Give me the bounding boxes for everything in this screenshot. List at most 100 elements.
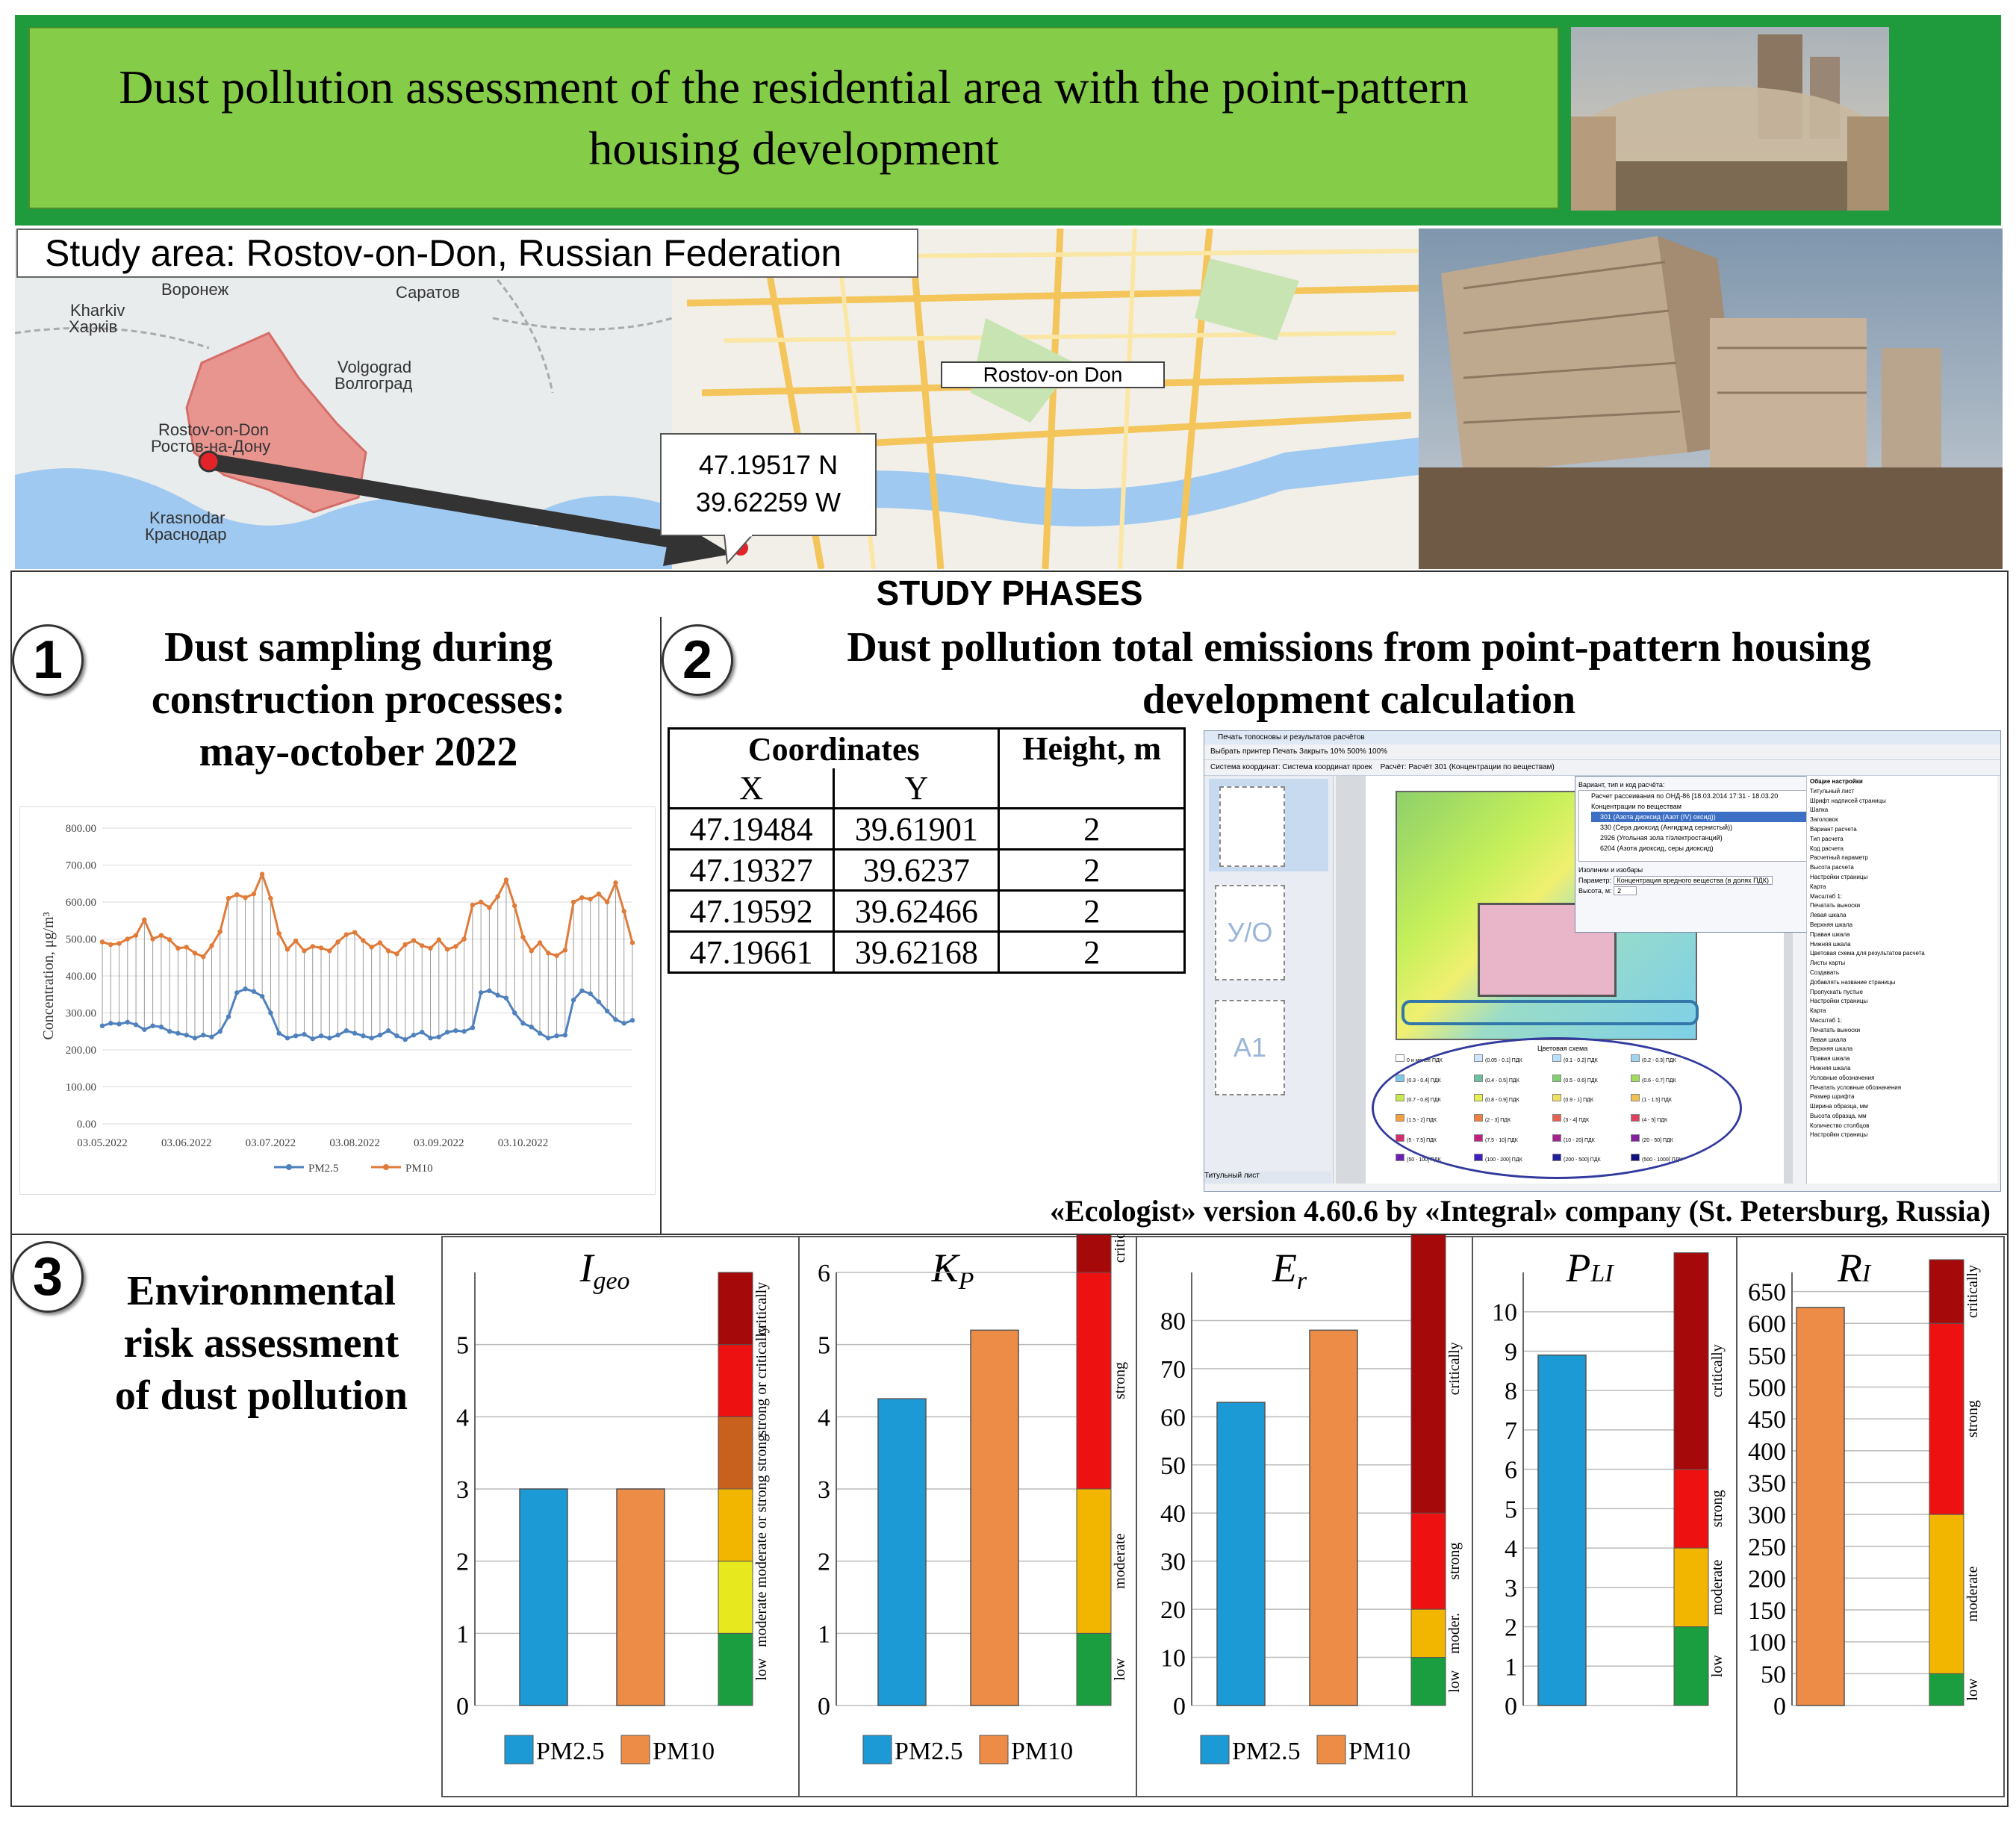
data-point	[310, 944, 315, 949]
legend-swatch	[620, 1735, 650, 1765]
risk-scale-label: strong	[1112, 1362, 1128, 1399]
data-point	[343, 1028, 349, 1033]
popup-tree: Расчет рассеивания по ОНД-86 [18.03.2014…	[1578, 790, 1832, 862]
legend-swatch	[862, 1735, 892, 1765]
legend-label: PM10	[1348, 1738, 1410, 1765]
popup-header: Вариант, тип и код расчёта:	[1578, 781, 1665, 789]
data-point	[108, 942, 113, 948]
software-toolbar: Выбрать принтер Печать Закрыть 10% 500% …	[1204, 744, 2000, 760]
settings-item: Нижняя шкала	[1810, 940, 1851, 948]
y-tick-label: 250	[1748, 1534, 1786, 1561]
data-point	[613, 1017, 618, 1022]
y-tick-label: 1	[456, 1620, 469, 1648]
data-point	[158, 1025, 164, 1030]
risk-scale-label: critically	[1709, 1344, 1726, 1397]
x-header: X	[667, 768, 836, 809]
legend-label: PM10	[1011, 1738, 1073, 1765]
cell-height: 2	[998, 848, 1186, 892]
y-tick-label: 600.00	[66, 897, 96, 909]
data-point	[327, 948, 332, 954]
risk-scale-label: strong	[1709, 1490, 1726, 1527]
data-point	[411, 938, 417, 943]
data-point	[217, 1029, 223, 1034]
x-tick-label: 03.10.2022	[498, 1137, 549, 1149]
y-tick-label: 800.00	[66, 823, 96, 835]
poster-title: Dust pollution assessment of the residen…	[28, 27, 1559, 209]
dust-photo-graphic	[1571, 27, 1889, 211]
data-point	[175, 1030, 181, 1036]
data-point	[377, 1033, 383, 1038]
settings-item: Создавать	[1810, 968, 1840, 976]
data-point	[546, 951, 551, 956]
data-point	[529, 1025, 534, 1030]
data-point	[487, 905, 492, 910]
data-point	[310, 1036, 315, 1042]
chart-title-sub: I	[1861, 1260, 1872, 1287]
data-point	[461, 936, 467, 942]
city-krasnodar-ru: Краснодар	[145, 525, 227, 544]
chart-title-main: K	[931, 1246, 961, 1290]
cell-height: 2	[998, 807, 1186, 851]
height-header: Height, m	[998, 727, 1186, 809]
legend-swatch	[1316, 1735, 1346, 1765]
settings-item: Заголовок	[1810, 816, 1838, 824]
settings-item: Высота образца, мм	[1810, 1112, 1867, 1119]
data-point	[453, 944, 458, 949]
settings-item: Расчетный параметр	[1810, 854, 1868, 862]
risk-scale-band	[1410, 1657, 1446, 1706]
y-tick-label: 500	[1748, 1375, 1786, 1402]
coordinate-system-select: Система координат: Система координат про…	[1210, 763, 1372, 771]
y-tick-label: 550	[1748, 1343, 1786, 1370]
chart-title-main: E	[1272, 1246, 1297, 1290]
sheet-thumb-a1: А1	[1215, 1000, 1285, 1095]
settings-item: Листы карты	[1810, 960, 1846, 967]
table-row: 47.19661 39.62168 2	[667, 930, 1186, 974]
city-kharkiv-ru: Харків	[69, 317, 118, 336]
risk-scale-label: critically	[753, 1282, 770, 1335]
risk-scale-band	[1410, 1608, 1446, 1658]
popup-tree-item: 301 (Азота диоксид (Азот (IV) оксид))	[1591, 812, 1832, 822]
risk-scale-band	[1673, 1469, 1709, 1549]
data-point	[284, 1035, 290, 1041]
data-point	[209, 1034, 214, 1039]
city-rostov-ru: Ростов-на-Дону	[151, 437, 271, 456]
data-point	[167, 1029, 172, 1034]
data-point	[436, 1034, 441, 1039]
data-point	[276, 1030, 281, 1036]
popup-height-row: Высота, м: 2	[1578, 886, 1832, 896]
data-point	[377, 940, 383, 945]
y-tick-label: 7	[1505, 1417, 1517, 1445]
settings-item: Правая шкала	[1810, 1055, 1850, 1063]
data-point	[579, 895, 585, 901]
risk-scale-label: critically	[1446, 1342, 1463, 1395]
risk-scale-label: moderate	[1112, 1533, 1128, 1589]
data-point	[184, 945, 189, 950]
map-graphic	[15, 228, 1419, 569]
data-point	[201, 954, 206, 960]
data-point	[259, 994, 265, 999]
data-point	[588, 896, 593, 902]
phase1-number: 1	[12, 624, 84, 696]
y-tick-label: 2	[1505, 1614, 1517, 1642]
data-point	[520, 934, 526, 940]
settings-item: Печатать выноски	[1810, 1026, 1861, 1033]
risk-scale-band	[1076, 1632, 1112, 1706]
coordinates-header: Coordinates	[667, 727, 1001, 768]
coordinate-latitude: 47.19517 N	[698, 450, 839, 480]
sheet-panel: У/О А1 Титульный лист	[1204, 776, 1334, 1184]
data-point	[537, 1030, 543, 1036]
risk-bar-charts-svg: Igeo 0 1 2 3 4 5 low moderate moderate or strong…	[441, 1199, 2005, 1797]
data-point	[335, 1033, 340, 1038]
data-point	[192, 1035, 198, 1041]
table-row: 47.19592 39.62466 2	[667, 889, 1186, 933]
study-phases-title: STUDY PHASES	[876, 573, 1143, 612]
risk-scale-band	[1929, 1259, 1964, 1324]
data-point	[420, 1030, 425, 1035]
settings-title: Общие настройки	[1810, 778, 1863, 785]
y-tick-label: 80	[1160, 1308, 1186, 1335]
cell-height: 2	[998, 889, 1186, 933]
software-credit: «Ecologist» version 4.60.6 by «Integral»…	[1050, 1194, 1991, 1228]
popup-height-label: Высота, м:	[1578, 887, 1612, 895]
data-point	[529, 948, 534, 954]
settings-item: Настройки страницы	[1810, 998, 1868, 1005]
